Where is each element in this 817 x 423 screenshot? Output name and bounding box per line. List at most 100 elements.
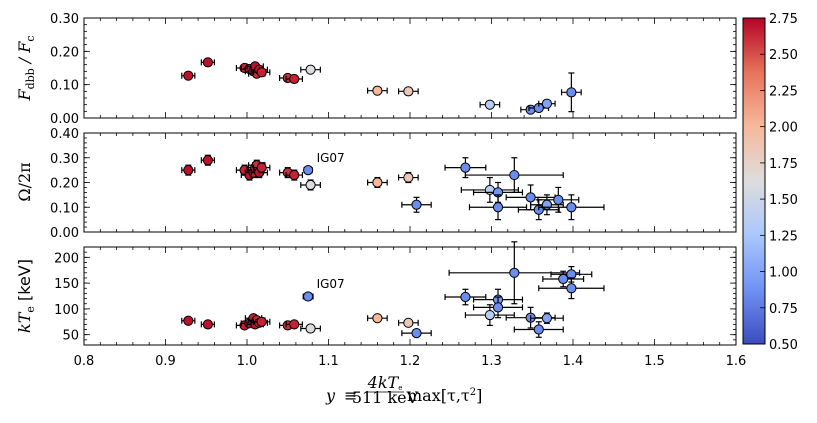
point-marker	[372, 85, 383, 96]
data-point	[479, 99, 501, 110]
point-marker	[460, 291, 471, 303]
x-tick-label: 1.3	[481, 354, 502, 369]
data-point	[252, 316, 271, 327]
point-marker	[509, 267, 520, 278]
y-tick-label: 0.10	[50, 201, 79, 216]
point-marker	[305, 323, 316, 334]
point-marker	[303, 165, 314, 176]
x-tick-label: 0.8	[74, 354, 95, 369]
data-point	[252, 162, 271, 174]
point-marker	[558, 273, 569, 285]
colorbar-tick-label: 1.75	[769, 157, 798, 172]
data-point	[367, 176, 388, 189]
colorbar-tick-label: 0.75	[769, 302, 798, 317]
point-marker	[289, 319, 300, 330]
point-marker	[509, 169, 520, 181]
data-point	[200, 154, 215, 166]
point-marker	[541, 98, 553, 109]
point-marker	[183, 315, 194, 326]
data-point	[538, 277, 605, 300]
data-point	[401, 328, 432, 339]
y-tick-label: 0.00	[50, 226, 79, 241]
x-tick-label: 0.9	[155, 354, 176, 369]
point-marker	[183, 70, 194, 81]
x-axis: 0.8 0.9 1.0 1.1 1.2 1.3 1.4 1.5 1.6	[74, 354, 747, 369]
x-tick-label: 1.4	[563, 354, 584, 369]
data-point	[367, 85, 388, 96]
point-marker	[183, 165, 194, 176]
data-point	[530, 312, 564, 324]
colorbar-tick-label: 1.25	[769, 229, 798, 244]
ig07-annotation: IG07	[317, 277, 345, 291]
x-tick-label: 1.6	[726, 354, 747, 369]
point-marker	[541, 313, 553, 324]
omega-panel: 0.00 0.10 0.20 0.30 0.40 IG07	[50, 127, 737, 241]
data-point	[285, 319, 304, 330]
svg-text:511 keV: 511 keV	[352, 388, 419, 407]
point-marker	[256, 162, 267, 173]
point-marker	[553, 194, 564, 205]
x-tick-label: 1.0	[237, 354, 258, 369]
data-point	[252, 67, 271, 78]
data-point	[302, 291, 314, 302]
data-point	[300, 64, 321, 75]
data-point	[367, 313, 388, 324]
colorbar-tick-label: 2.25	[769, 84, 798, 99]
point-marker	[372, 313, 383, 324]
y-tick-label: 0.10	[50, 79, 79, 94]
point-marker	[403, 172, 414, 183]
data-point	[542, 270, 585, 288]
point-marker	[566, 87, 577, 98]
y-tick-label: 100	[54, 303, 79, 318]
f-dbb-ylabel: Fdbb / Fc	[15, 35, 37, 101]
data-point	[181, 70, 196, 81]
point-marker	[305, 64, 316, 75]
point-marker	[202, 57, 213, 68]
colorbar-tick-label: 2.75	[769, 12, 798, 27]
point-marker	[403, 317, 414, 328]
data-point	[464, 157, 564, 193]
point-marker	[541, 199, 553, 210]
point-marker	[533, 324, 544, 335]
y-tick-label: 0.30	[50, 152, 79, 167]
colorbar-tick-label: 1.50	[769, 193, 798, 208]
data-point	[181, 164, 196, 176]
data-point	[200, 57, 215, 68]
colorbar-tick-label: 2.00	[769, 121, 798, 136]
point-marker	[492, 302, 504, 313]
data-point	[300, 323, 321, 334]
data-point	[538, 98, 556, 109]
point-marker	[202, 319, 213, 330]
point-marker	[566, 202, 577, 213]
data-point	[560, 72, 582, 113]
svg-text:y: y	[325, 386, 336, 405]
point-marker	[484, 99, 495, 110]
point-marker	[492, 202, 504, 213]
f-dbb-panel-frame	[83, 17, 737, 119]
data-point	[397, 86, 419, 97]
y-tick-label: 0.20	[50, 45, 79, 60]
colorbar-tick-label: 2.50	[769, 48, 798, 63]
point-marker	[202, 155, 213, 166]
colorbar-tick-label: 0.50	[769, 338, 798, 353]
data-point	[513, 321, 564, 338]
point-marker	[411, 199, 422, 210]
x-axis-label: y ≡ 4kTe 511 keV max[τ,τ2]	[325, 373, 482, 407]
y-tick-label: 0.30	[50, 12, 79, 27]
data-point	[537, 186, 580, 213]
y-tick-label: 0.40	[50, 127, 79, 142]
y-tick-label: 50	[62, 329, 79, 344]
y-tick-label: 0.00	[50, 112, 79, 127]
point-marker	[256, 67, 267, 78]
point-marker	[525, 104, 536, 115]
svg-text:max[τ,τ2]: max[τ,τ2]	[407, 386, 482, 405]
point-marker	[305, 179, 316, 191]
point-marker	[303, 291, 314, 302]
point-marker	[372, 177, 383, 188]
data-point	[300, 179, 321, 191]
point-marker	[484, 309, 495, 321]
data-point	[401, 196, 432, 213]
colorbar-tick-label: 1.00	[769, 266, 798, 281]
data-point	[303, 165, 314, 176]
